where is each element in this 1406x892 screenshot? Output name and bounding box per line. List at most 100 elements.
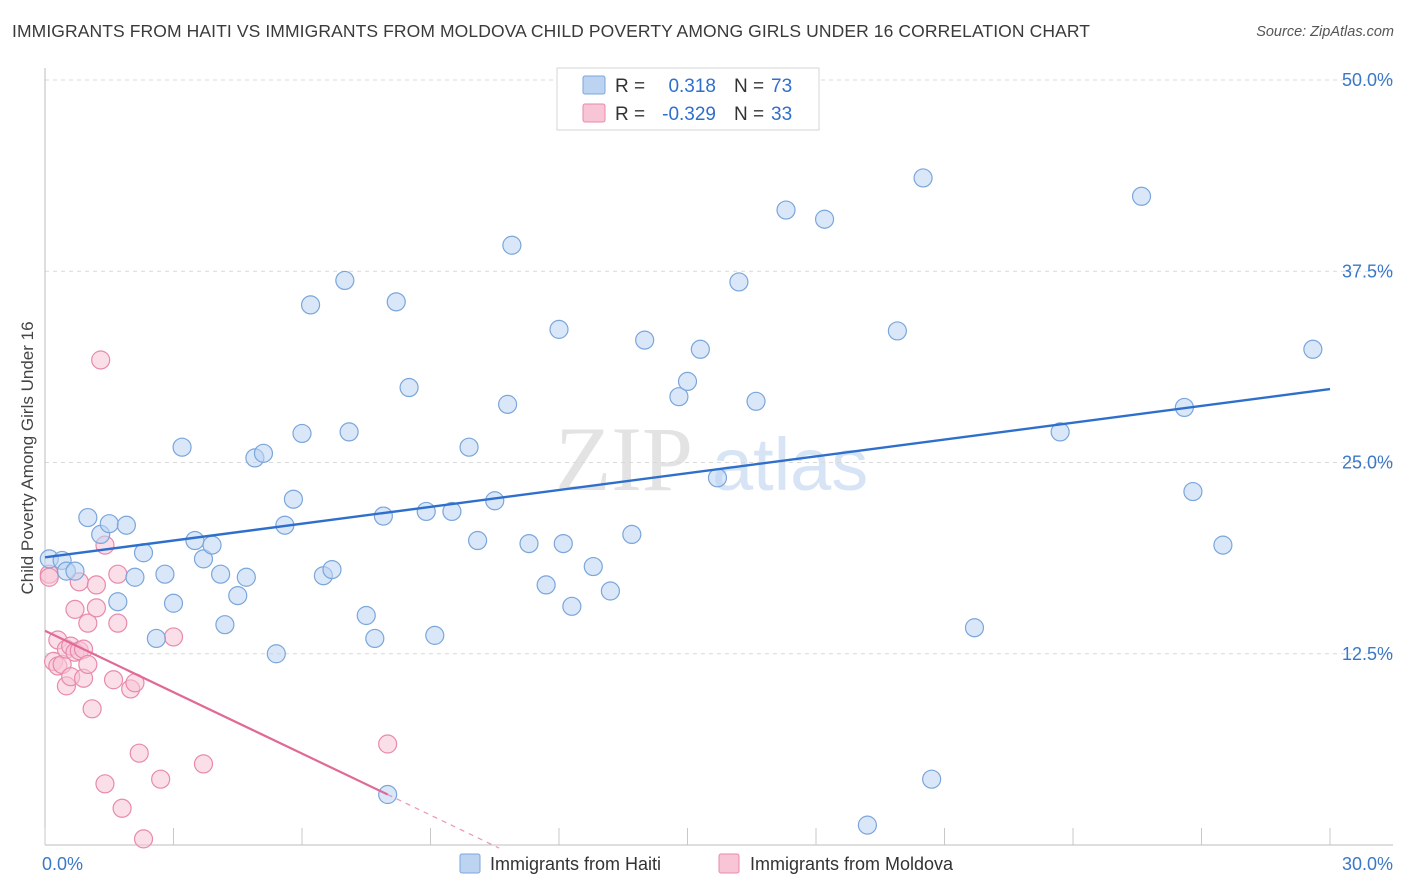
haiti-point bbox=[215, 615, 235, 635]
y-tick-label: 12.5% bbox=[1342, 644, 1393, 664]
haiti-point bbox=[814, 209, 835, 229]
haiti-point bbox=[485, 491, 505, 511]
moldova-point bbox=[193, 754, 214, 774]
moldova-point bbox=[86, 598, 107, 618]
haiti-point bbox=[622, 524, 642, 545]
y-axis-title: Child Poverty Among Girls Under 16 bbox=[18, 321, 37, 594]
haiti-point bbox=[292, 423, 312, 444]
haiti-point bbox=[399, 377, 419, 398]
grid-lines bbox=[45, 79, 1393, 655]
haiti-point bbox=[155, 564, 175, 584]
haiti-point bbox=[386, 292, 406, 312]
moldova-point bbox=[108, 613, 128, 633]
haiti-point bbox=[356, 605, 376, 626]
haiti-point bbox=[365, 628, 385, 649]
haiti-point bbox=[236, 567, 256, 587]
bottom-legend-swatch-haiti bbox=[459, 853, 481, 874]
haiti-point bbox=[172, 437, 192, 457]
haiti-point bbox=[108, 592, 128, 612]
haiti-point bbox=[125, 567, 145, 587]
haiti-point bbox=[635, 330, 655, 350]
moldova-point bbox=[86, 575, 107, 595]
moldova-point bbox=[108, 564, 128, 584]
legend-swatch-moldova bbox=[582, 103, 606, 123]
haiti-point bbox=[729, 272, 749, 292]
haiti-point bbox=[339, 422, 359, 442]
haiti-point bbox=[677, 371, 698, 392]
haiti-point bbox=[498, 394, 518, 414]
haiti-point bbox=[78, 507, 98, 528]
moldova-point bbox=[151, 769, 171, 789]
haiti-point bbox=[185, 530, 205, 551]
haiti-point bbox=[857, 815, 878, 835]
watermark-zip: ZIP bbox=[555, 408, 693, 510]
haiti-point bbox=[1050, 422, 1070, 442]
moldova-point bbox=[78, 613, 98, 633]
moldova-trend-extension bbox=[387, 793, 500, 849]
haiti-point bbox=[468, 530, 488, 551]
legend-n-label-haiti: N = bbox=[734, 76, 764, 97]
haiti-point bbox=[600, 581, 621, 601]
haiti-point bbox=[425, 625, 445, 645]
haiti-point bbox=[1183, 481, 1203, 502]
haiti-point bbox=[300, 295, 321, 315]
haiti-point bbox=[99, 514, 119, 534]
haiti-point bbox=[322, 559, 342, 580]
moldova-point bbox=[65, 599, 85, 619]
moldova-point bbox=[82, 699, 102, 719]
haiti-point bbox=[266, 644, 286, 664]
moldova-point bbox=[112, 798, 132, 818]
haiti-point bbox=[562, 596, 582, 616]
moldova-point bbox=[95, 774, 115, 794]
haiti-point bbox=[459, 437, 479, 457]
legend-n-label-moldova: N = bbox=[734, 104, 764, 125]
haiti-point bbox=[776, 200, 796, 220]
legend: R = 0.318 N = 73 R = -0.329 N = 33 bbox=[556, 67, 820, 131]
haiti-point bbox=[1303, 339, 1323, 359]
haiti-point bbox=[211, 564, 231, 584]
haiti-point bbox=[1131, 186, 1152, 206]
moldova-point bbox=[378, 734, 398, 754]
haiti-point bbox=[553, 533, 573, 554]
moldova-point bbox=[78, 654, 98, 675]
haiti-point bbox=[519, 533, 539, 554]
haiti-point bbox=[373, 506, 393, 526]
haiti-point bbox=[335, 270, 355, 291]
haiti-point bbox=[746, 391, 766, 411]
y-tick-label: 50.0% bbox=[1342, 70, 1393, 90]
haiti-point bbox=[964, 618, 985, 638]
haiti-trend-line bbox=[44, 387, 1331, 559]
bottom-legend-label-haiti: Immigrants from Haiti bbox=[490, 854, 661, 874]
trend-lines bbox=[44, 387, 1331, 849]
haiti-point bbox=[193, 549, 214, 569]
haiti-point bbox=[116, 515, 136, 535]
moldova-point bbox=[129, 743, 149, 763]
haiti-point bbox=[65, 561, 85, 581]
watermark-atlas: atlas bbox=[712, 423, 868, 506]
haiti-point bbox=[228, 586, 248, 606]
legend-r-label-haiti: R = bbox=[615, 76, 645, 97]
haiti-point bbox=[707, 468, 728, 488]
source-credit: Source: ZipAtlas.com bbox=[1256, 24, 1394, 40]
legend-swatch-haiti bbox=[582, 75, 606, 95]
bottom-legend-label-moldova: Immigrants from Moldova bbox=[750, 854, 954, 874]
haiti-point bbox=[549, 319, 569, 339]
moldova-point bbox=[91, 350, 111, 370]
moldova-trend-line bbox=[44, 629, 389, 796]
haiti-point bbox=[202, 535, 222, 555]
legend-r-label-moldova: R = bbox=[615, 104, 645, 125]
chart-title: IMMIGRANTS FROM HAITI VS IMMIGRANTS FROM… bbox=[12, 21, 1091, 41]
haiti-point bbox=[690, 339, 710, 359]
y-tick-label: 37.5% bbox=[1342, 261, 1393, 281]
haiti-point bbox=[442, 501, 462, 522]
y-tick-label: 25.0% bbox=[1342, 453, 1393, 473]
haiti-point bbox=[1213, 535, 1233, 555]
x-tick-label-min: 0.0% bbox=[42, 854, 83, 874]
haiti-point bbox=[536, 575, 556, 595]
bottom-legend: Immigrants from Haiti Immigrants from Mo… bbox=[459, 853, 954, 874]
haiti-point bbox=[146, 628, 166, 649]
legend-r-value-moldova: -0.329 bbox=[662, 104, 716, 125]
moldova-point bbox=[133, 829, 154, 849]
haiti-point bbox=[922, 769, 942, 789]
